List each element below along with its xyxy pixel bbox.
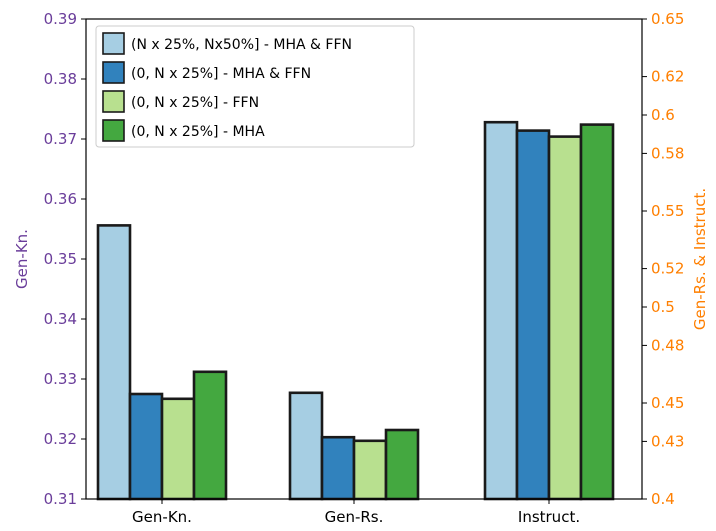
left-tick-label: 0.38 bbox=[44, 70, 77, 88]
legend: (N x 25%, Nx50%] - MHA & FFN (0, N x 25%]… bbox=[95, 25, 415, 148]
right-tick-label: 0.52 bbox=[651, 260, 684, 278]
right-tick-label: 0.55 bbox=[651, 202, 684, 220]
left-axis-label: Gen-Kn. bbox=[13, 229, 31, 289]
right-tick-label: 0.62 bbox=[651, 68, 684, 86]
bar-genkn-series-1 bbox=[96, 224, 132, 501]
left-tick-label: 0.35 bbox=[44, 250, 77, 268]
bar-genrs-series-4 bbox=[384, 428, 420, 501]
legend-frame bbox=[95, 25, 415, 148]
left-tick-label: 0.32 bbox=[44, 430, 77, 448]
left-tick-label: 0.34 bbox=[44, 310, 77, 328]
left-tick-label: 0.31 bbox=[44, 490, 77, 508]
plot-frame bbox=[85, 18, 643, 500]
bar-genkn-series-3 bbox=[160, 397, 196, 501]
x-tick-label: Instruct. bbox=[518, 508, 580, 526]
right-tick-label: 0.5 bbox=[651, 298, 675, 316]
right-tick-label: 0.45 bbox=[651, 394, 684, 412]
legend-swatch bbox=[102, 119, 125, 142]
legend-label: (0, N x 25%] - FFN bbox=[131, 95, 259, 111]
bar-genkn-series-4 bbox=[192, 370, 228, 501]
left-axis-ticks: 0.31 0.32 0.33 0.34 0.35 0.36 0.37 0.38 0.39 bbox=[44, 10, 86, 508]
left-tick-label: 0.36 bbox=[44, 190, 77, 208]
left-tick-label: 0.33 bbox=[44, 370, 77, 388]
right-tick-label: 0.6 bbox=[651, 106, 675, 124]
bar-genrs-series-1 bbox=[288, 391, 324, 501]
legend-label: (0, N x 25%] - MHA & FFN bbox=[131, 66, 311, 82]
x-tick-label: Gen-Kn. bbox=[132, 508, 192, 526]
left-tick-label: 0.37 bbox=[44, 130, 77, 148]
bar-genrs-series-3 bbox=[352, 439, 388, 501]
bar-instruct-series-4 bbox=[579, 123, 615, 501]
legend-label: (N x 25%, Nx50%] - MHA & FFN bbox=[131, 37, 352, 53]
right-axis-ticks: 0.4 0.43 0.45 0.48 0.5 0.52 0.55 0.58 0.6 0.62 0.6… bbox=[642, 10, 684, 508]
x-axis-ticks: Gen-Kn. Gen-Rs. Instruct. bbox=[132, 499, 580, 526]
right-tick-label: 0.48 bbox=[651, 336, 684, 354]
bar-group bbox=[96, 120, 615, 501]
legend-label: (0, N x 25%] - MHA bbox=[131, 124, 265, 140]
bar-instruct-series-1 bbox=[483, 120, 519, 501]
bar-instruct-series-3 bbox=[547, 135, 583, 501]
right-tick-label: 0.58 bbox=[651, 144, 684, 162]
bar-genkn-series-2 bbox=[128, 392, 164, 501]
legend-swatch bbox=[102, 32, 125, 55]
legend-swatch bbox=[102, 61, 125, 84]
left-tick-label: 0.39 bbox=[44, 10, 77, 28]
right-tick-label: 0.4 bbox=[651, 490, 675, 508]
right-axis-label: Gen-Rs. & Instruct. bbox=[691, 188, 709, 330]
right-tick-label: 0.43 bbox=[651, 432, 684, 450]
bar-genrs-series-2 bbox=[320, 435, 356, 501]
legend-swatch bbox=[102, 90, 125, 113]
right-tick-label: 0.65 bbox=[651, 10, 684, 28]
x-tick-label: Gen-Rs. bbox=[325, 508, 384, 526]
bar-instruct-series-2 bbox=[515, 129, 551, 501]
